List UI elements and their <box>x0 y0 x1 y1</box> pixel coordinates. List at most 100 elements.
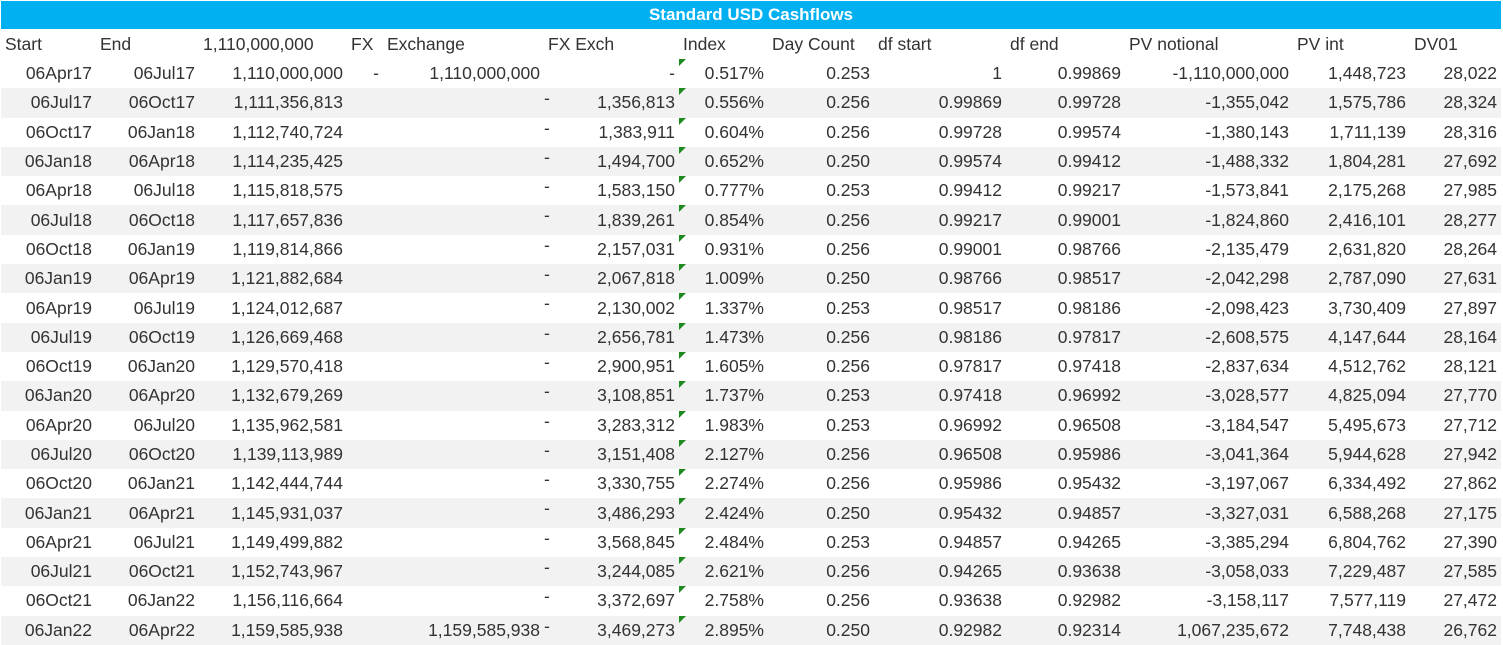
df-end-cell[interactable]: 0.95432 <box>1057 473 1121 494</box>
dv01-cell[interactable]: 27,390 <box>1443 531 1497 552</box>
df-start-cell[interactable]: 0.99728 <box>938 121 1002 142</box>
df-end-cell[interactable]: 0.98517 <box>1057 268 1121 289</box>
df-start-cell[interactable]: 0.94265 <box>938 561 1002 582</box>
dv01-cell[interactable]: 27,985 <box>1443 180 1497 201</box>
pv-notional-cell[interactable]: -3,184,547 <box>1205 414 1289 435</box>
start-cell[interactable]: 06Apr21 <box>25 531 92 552</box>
index-cell[interactable]: 2.274% <box>679 469 768 498</box>
day-count-cell[interactable]: 0.253 <box>826 531 870 552</box>
start-cell[interactable]: 06Oct20 <box>25 473 92 494</box>
exchange-cell[interactable] <box>383 528 544 557</box>
start-cell[interactable]: 06Jul19 <box>30 326 92 347</box>
fx-exch-cell[interactable]: - 3,568,845 <box>544 528 679 557</box>
notional-cell[interactable]: 1,112,740,724 <box>232 121 343 142</box>
start-cell[interactable]: 06Apr18 <box>25 180 92 201</box>
header-notional[interactable]: 1,110,000,000 <box>203 34 314 54</box>
index-cell[interactable]: 0.604% <box>679 117 768 147</box>
header-exchange[interactable]: Exchange <box>387 34 465 54</box>
fx-cell[interactable] <box>347 88 383 117</box>
start-cell[interactable]: 06Jul21 <box>30 561 92 582</box>
df-start-cell[interactable]: 0.92982 <box>938 619 1002 640</box>
df-start-cell[interactable]: 0.99001 <box>938 238 1002 259</box>
fx-cell[interactable] <box>347 352 383 381</box>
fx-exch-cell[interactable]: - 3,244,085 <box>544 557 679 586</box>
fx-cell[interactable]: - <box>373 63 379 84</box>
day-count-cell[interactable]: 0.256 <box>826 473 870 494</box>
end-cell[interactable]: 06Apr20 <box>128 385 195 406</box>
index-cell[interactable]: 2.424% <box>679 498 768 527</box>
fx-cell[interactable] <box>347 411 383 440</box>
df-start-cell[interactable]: 0.98517 <box>938 297 1002 318</box>
fx-cell[interactable] <box>347 586 383 615</box>
df-end-cell[interactable]: 0.99574 <box>1057 121 1121 142</box>
fx-exch-cell[interactable]: - <box>544 59 679 88</box>
df-end-cell[interactable]: 0.99728 <box>1057 92 1121 113</box>
pv-int-cell[interactable]: 3,730,409 <box>1328 297 1406 318</box>
end-cell[interactable]: 06Oct17 <box>128 92 195 113</box>
notional-cell[interactable]: 1,152,743,967 <box>231 561 343 582</box>
day-count-cell[interactable]: 0.256 <box>826 561 870 582</box>
df-end-cell[interactable]: 0.94265 <box>1057 531 1121 552</box>
pv-notional-cell[interactable]: -1,824,860 <box>1205 209 1289 230</box>
day-count-cell[interactable]: 0.250 <box>826 502 870 523</box>
start-cell[interactable]: 06Oct17 <box>25 121 92 142</box>
pv-notional-cell[interactable]: -1,573,841 <box>1205 180 1289 201</box>
start-cell[interactable]: 06Apr19 <box>25 297 92 318</box>
fx-exch-cell[interactable]: - 2,067,818 <box>544 264 679 293</box>
pv-notional-cell[interactable]: -3,197,067 <box>1205 473 1289 494</box>
index-cell[interactable]: 0.777% <box>679 176 768 205</box>
exchange-cell[interactable] <box>383 586 544 615</box>
fx-cell[interactable] <box>347 205 383 234</box>
df-start-cell[interactable]: 0.94857 <box>938 531 1002 552</box>
index-cell[interactable]: 1.473% <box>679 322 768 352</box>
pv-notional-cell[interactable]: -1,355,042 <box>1205 92 1289 113</box>
notional-cell[interactable]: 1,159,585,938 <box>231 619 343 640</box>
end-cell[interactable]: 06Jul18 <box>133 180 195 201</box>
exchange-cell[interactable] <box>383 381 544 410</box>
dv01-cell[interactable]: 28,264 <box>1443 238 1497 259</box>
exchange-cell[interactable] <box>383 352 544 381</box>
dv01-cell[interactable]: 27,692 <box>1443 151 1497 172</box>
dv01-cell[interactable]: 28,316 <box>1443 121 1497 142</box>
notional-cell[interactable]: 1,126,669,468 <box>231 326 343 347</box>
end-cell[interactable]: 06Jul20 <box>133 414 195 435</box>
df-start-cell[interactable]: 0.97418 <box>938 385 1002 406</box>
exchange-cell[interactable] <box>383 411 544 440</box>
df-end-cell[interactable]: 0.99412 <box>1057 151 1121 172</box>
pv-int-cell[interactable]: 1,575,786 <box>1328 92 1406 113</box>
df-end-cell[interactable]: 0.93638 <box>1057 561 1121 582</box>
pv-notional-cell[interactable]: -3,385,294 <box>1205 531 1289 552</box>
notional-cell[interactable]: 1,119,814,866 <box>232 238 343 259</box>
index-cell[interactable]: 2.621% <box>679 557 768 586</box>
pv-int-cell[interactable]: 6,334,492 <box>1328 473 1406 494</box>
fx-cell[interactable] <box>347 293 383 322</box>
index-cell[interactable]: 0.854% <box>679 205 768 234</box>
df-end-cell[interactable]: 0.98766 <box>1057 238 1121 259</box>
df-end-cell[interactable]: 0.92982 <box>1057 590 1121 611</box>
end-cell[interactable]: 06Apr18 <box>128 151 195 172</box>
start-cell[interactable]: 06Oct19 <box>25 356 92 377</box>
fx-exch-cell[interactable]: - 3,486,293 <box>544 498 679 527</box>
fx-exch-cell[interactable]: - 3,469,273 <box>544 616 679 645</box>
df-end-cell[interactable]: 0.95986 <box>1057 444 1121 464</box>
pv-notional-cell[interactable]: -3,327,031 <box>1205 502 1289 523</box>
fx-exch-cell[interactable]: - 2,157,031 <box>544 235 679 264</box>
pv-int-cell[interactable]: 5,944,628 <box>1328 444 1406 464</box>
day-count-cell[interactable]: 0.253 <box>826 297 870 318</box>
exchange-cell[interactable] <box>383 264 544 293</box>
start-cell[interactable]: 06Jul18 <box>30 209 92 230</box>
fx-exch-cell[interactable]: - 1,583,150 <box>544 176 679 205</box>
pv-notional-cell[interactable]: -2,837,634 <box>1205 356 1289 377</box>
dv01-cell[interactable]: 28,022 <box>1443 63 1497 84</box>
start-cell[interactable]: 06Jan19 <box>24 268 92 289</box>
header-start[interactable]: Start <box>5 34 42 54</box>
pv-int-cell[interactable]: 6,588,268 <box>1328 502 1406 523</box>
day-count-cell[interactable]: 0.253 <box>826 63 870 84</box>
day-count-cell[interactable]: 0.256 <box>826 238 870 259</box>
pv-int-cell[interactable]: 2,175,268 <box>1328 180 1406 201</box>
index-cell[interactable]: 2.127% <box>679 439 768 469</box>
end-cell[interactable]: 06Jan20 <box>127 356 195 377</box>
pv-int-cell[interactable]: 4,147,644 <box>1328 326 1406 347</box>
pv-notional-cell[interactable]: -3,028,577 <box>1205 385 1289 406</box>
notional-cell[interactable]: 1,129,570,418 <box>231 356 343 377</box>
